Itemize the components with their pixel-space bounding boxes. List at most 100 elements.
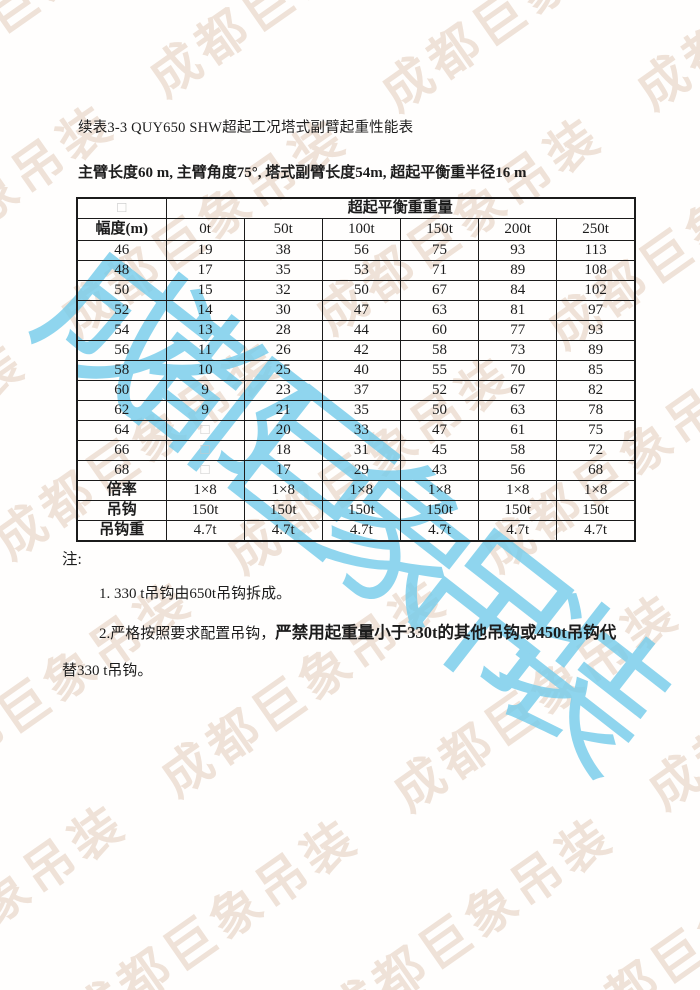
table-cell: 67: [399, 280, 480, 301]
table-cell: 15: [165, 280, 245, 301]
table-cell: 54: [76, 320, 167, 341]
table-cell: 58: [399, 340, 480, 361]
column-header: 150t: [399, 218, 480, 241]
table-cell: 93: [478, 240, 558, 261]
table-row: 66 □ 18 31 45 58 72: [76, 440, 636, 461]
table-cell: 1×8: [321, 480, 401, 501]
table-row: 46 19 38 56 75 93 113: [76, 240, 636, 261]
table-cell: 35: [321, 400, 401, 421]
table-row: 吊钩 150t 150t 150t 150t 150t 150t: [76, 500, 636, 521]
table-cell: 21: [243, 400, 323, 421]
table-cell: 48: [76, 260, 167, 281]
table-cell: 31: [321, 440, 401, 461]
table-row: 68 □ 17 29 43 56 68: [76, 460, 636, 481]
table-cell: 52: [399, 380, 480, 401]
table-cell: 73: [478, 340, 558, 361]
note-item-2: 2.严格按照要求配置吊钩，严禁用起重量小于330t的其他吊钩或450t吊钩代替3…: [62, 614, 648, 690]
table-cell: 10: [165, 360, 245, 381]
table-cell: 11: [165, 340, 245, 361]
table-cell: 50: [321, 280, 401, 301]
table-cell: 37: [321, 380, 401, 401]
table-cell: 89: [478, 260, 558, 281]
column-header: 0t: [165, 218, 245, 241]
table-cell: □: [165, 460, 245, 481]
table-cell: 40: [321, 360, 401, 381]
table-cell: 75: [399, 240, 480, 261]
table-cell: 17: [165, 260, 245, 281]
table-cell: 56: [321, 240, 401, 261]
table-cell: 30: [243, 300, 323, 321]
table-cell: 108: [556, 260, 636, 281]
table-row: 64 □ 20 33 47 61 75: [76, 420, 636, 441]
table-cell: 50: [399, 400, 480, 421]
notes-label: 注:: [62, 551, 82, 568]
table-cell: □: [165, 440, 245, 461]
table-cell: 20: [243, 420, 323, 441]
column-header: 100t: [321, 218, 401, 241]
table-cell: 43: [399, 460, 480, 481]
table-cell: 1×8: [399, 480, 480, 501]
table-row: 56 11 26 42 58 73 89: [76, 340, 636, 361]
table-cell: 33: [321, 420, 401, 441]
table-row: 60 9 23 37 52 67 82: [76, 380, 636, 401]
span-header-cell: 超起平衡重重量: [165, 197, 636, 219]
note2-bold-segment: 严禁用起重量小于330t的其他吊钩或450t吊钩代: [275, 623, 617, 642]
table-cell: 45: [399, 440, 480, 461]
table-cell: 47: [399, 420, 480, 441]
table-cell: 68: [76, 460, 167, 481]
column-header-row: 幅度(m) 0t 50t 100t 150t 200t 250t: [76, 218, 636, 241]
table-cell: 150t: [478, 500, 558, 521]
table-cell: 50: [76, 280, 167, 301]
table-cell: 60: [399, 320, 480, 341]
table-cell: 56: [76, 340, 167, 361]
table-cell: 77: [478, 320, 558, 341]
column-header: 200t: [478, 218, 558, 241]
table-cell: 55: [399, 360, 480, 381]
table-row: 62 9 21 35 50 63 78: [76, 400, 636, 421]
table-cell: 150t: [321, 500, 401, 521]
table-cell: 75: [556, 420, 636, 441]
note2-normal-segment: 2.严格按照要求配置吊钩，: [99, 626, 276, 642]
note-item-1: 1. 330 t吊钩由650t吊钩拆成。: [99, 586, 292, 602]
table-cell: 102: [556, 280, 636, 301]
table-cell: 4.7t: [243, 520, 323, 542]
table-cell: 58: [76, 360, 167, 381]
table-cell: 18: [243, 440, 323, 461]
table-cell: 38: [243, 240, 323, 261]
document-subtitle: 主臂长度60 m, 主臂角度75°, 塔式副臂长度54m, 超起平衡重半径16 …: [78, 165, 527, 181]
table-cell: 72: [556, 440, 636, 461]
table-cell: 89: [556, 340, 636, 361]
table-cell: 150t: [399, 500, 480, 521]
table-cell: 1×8: [556, 480, 636, 501]
table-cell: 97: [556, 300, 636, 321]
table-cell: 17: [243, 460, 323, 481]
table-cell: 85: [556, 360, 636, 381]
table-cell: 52: [76, 300, 167, 321]
table-row: 58 10 25 40 55 70 85: [76, 360, 636, 381]
table-cell: 150t: [556, 500, 636, 521]
table-cell: 19: [165, 240, 245, 261]
table-cell: 47: [321, 300, 401, 321]
table-cell: 9: [165, 400, 245, 421]
column-header: 50t: [243, 218, 323, 241]
table-cell: 82: [556, 380, 636, 401]
table-cell: 35: [243, 260, 323, 281]
table-cell: 56: [478, 460, 558, 481]
table-cell: □: [165, 420, 245, 441]
table-cell: 81: [478, 300, 558, 321]
performance-table: □ 超起平衡重重量 幅度(m) 0t 50t 100t 150t 200t 250t 46 1…: [76, 197, 636, 542]
table-cell: 4.7t: [321, 520, 401, 542]
table-cell: 42: [321, 340, 401, 361]
table-cell: 67: [478, 380, 558, 401]
table-cell: 150t: [243, 500, 323, 521]
table-cell: 63: [478, 400, 558, 421]
table-cell: 1×8: [243, 480, 323, 501]
column-header: 幅度(m): [76, 218, 167, 241]
table-span-header-row: □ 超起平衡重重量: [76, 197, 636, 219]
table-cell: 1×8: [165, 480, 245, 501]
table-cell: 4.7t: [165, 520, 245, 542]
note2-tail-segment: 替330 t吊钩。: [62, 663, 153, 679]
table-corner-cell: □: [76, 197, 167, 219]
table-row: 52 14 30 47 63 81 97: [76, 300, 636, 321]
